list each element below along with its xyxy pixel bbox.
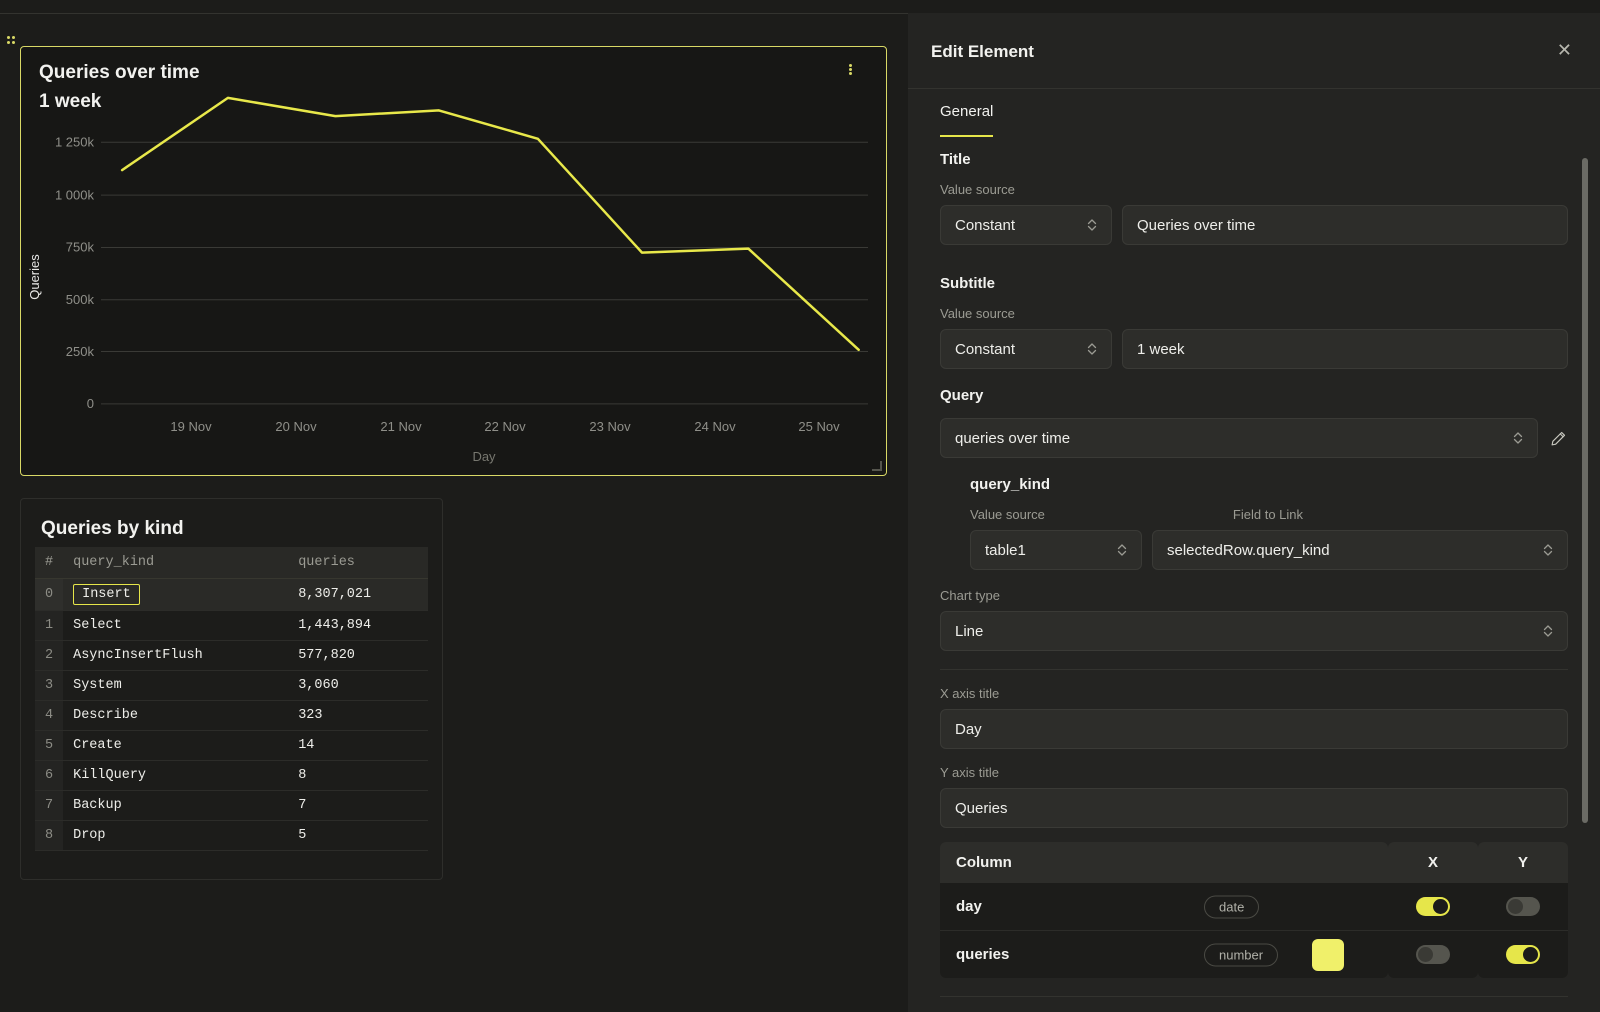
svg-text:23 Nov: 23 Nov	[589, 419, 631, 434]
svg-text:22 Nov: 22 Nov	[484, 419, 526, 434]
svg-text:25 Nov: 25 Nov	[798, 419, 840, 434]
svg-text:19 Nov: 19 Nov	[170, 419, 212, 434]
svg-text:1 250k: 1 250k	[55, 135, 95, 150]
svg-text:1 000k: 1 000k	[55, 187, 95, 202]
svg-text:24 Nov: 24 Nov	[694, 419, 736, 434]
svg-text:250k: 250k	[66, 344, 95, 359]
svg-text:500k: 500k	[66, 292, 95, 307]
svg-text:Queries: Queries	[27, 254, 42, 300]
svg-text:750k: 750k	[66, 240, 95, 255]
svg-text:Day: Day	[472, 449, 496, 464]
svg-text:0: 0	[87, 396, 94, 411]
svg-text:21 Nov: 21 Nov	[380, 419, 422, 434]
svg-text:20 Nov: 20 Nov	[275, 419, 317, 434]
